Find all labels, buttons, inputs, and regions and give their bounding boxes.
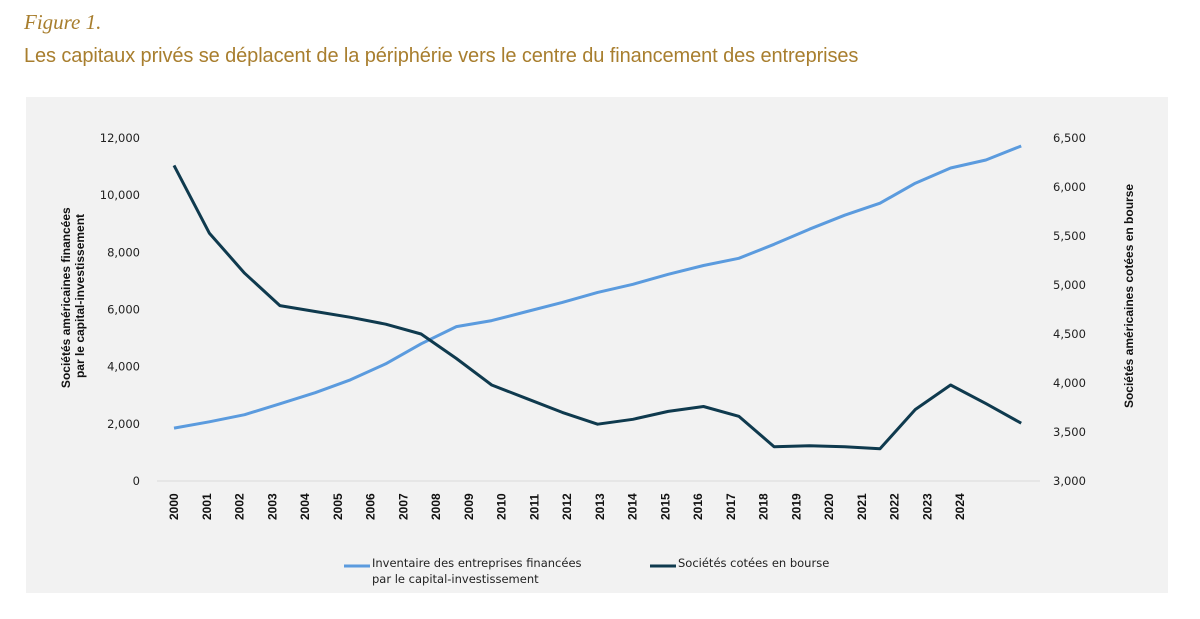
right-tick-label: 4,500 bbox=[1053, 327, 1086, 341]
legend-label-pe-line2: par le capital-investissement bbox=[372, 572, 539, 586]
left-tick-label: 0 bbox=[133, 474, 140, 488]
x-tick-label: 2014 bbox=[626, 493, 640, 520]
right-tick-label: 3,000 bbox=[1053, 474, 1086, 488]
x-tick-label: 2011 bbox=[527, 494, 541, 520]
x-tick-label: 2009 bbox=[462, 493, 476, 520]
x-tick-label: 2024 bbox=[953, 493, 967, 520]
x-tick-label: 2013 bbox=[593, 493, 607, 520]
legend: Inventaire des entreprises financées par… bbox=[344, 556, 829, 586]
left-tick-label: 2,000 bbox=[107, 417, 140, 431]
x-tick-label: 2020 bbox=[822, 493, 836, 520]
left-axis-title-line1: Sociétés américaines financées bbox=[59, 207, 73, 388]
left-tick-label: 10,000 bbox=[100, 188, 140, 202]
figure-title: Les capitaux privés se déplacent de la p… bbox=[24, 45, 859, 67]
x-tick-label: 2001 bbox=[200, 493, 214, 520]
x-tick-label: 2008 bbox=[429, 493, 443, 520]
x-tick-label: 2004 bbox=[298, 493, 312, 520]
right-tick-label: 4,000 bbox=[1053, 376, 1086, 390]
x-tick-label: 2010 bbox=[495, 493, 509, 520]
series-line-private-equity bbox=[173, 144, 1022, 430]
legend-label-public: Sociétés cotées en bourse bbox=[678, 556, 829, 570]
x-tick-label: 2012 bbox=[560, 493, 574, 520]
right-tick-label: 5,000 bbox=[1053, 278, 1086, 292]
right-tick-label: 3,500 bbox=[1053, 425, 1086, 439]
x-tick-label: 2021 bbox=[855, 493, 869, 520]
left-tick-label: 4,000 bbox=[107, 360, 140, 374]
right-axis-ticks: 3,000 3,500 4,000 4,500 5,000 5,500 6,000 6,500 bbox=[1053, 131, 1086, 488]
x-tick-label: 2023 bbox=[920, 493, 934, 520]
left-axis-title: Sociétés américaines financées par le ca… bbox=[59, 204, 87, 388]
x-tick-label: 2019 bbox=[789, 493, 803, 520]
x-tick-label: 2003 bbox=[265, 493, 279, 520]
x-tick-label: 2022 bbox=[888, 493, 902, 520]
legend-label-pe-line1: Inventaire des entreprises financées bbox=[372, 556, 582, 570]
x-tick-label: 2000 bbox=[167, 493, 181, 520]
chart-panel bbox=[26, 97, 1168, 593]
left-axis-ticks: 0 2,000 4,000 6,000 8,000 10,000 12,000 bbox=[100, 131, 140, 488]
x-tick-label: 2016 bbox=[691, 493, 705, 520]
x-tick-label: 2018 bbox=[757, 493, 771, 520]
x-tick-label: 2002 bbox=[233, 493, 247, 520]
right-tick-label: 6,500 bbox=[1053, 131, 1086, 145]
x-tick-label: 2017 bbox=[724, 493, 738, 520]
left-tick-label: 12,000 bbox=[100, 131, 140, 145]
series-lines bbox=[172, 144, 1022, 451]
left-tick-label: 8,000 bbox=[107, 245, 140, 259]
x-axis-ticks: 2000 2001 2002 2003 2004 2005 2006 2007 2008 2009… bbox=[167, 493, 967, 520]
left-axis-title-line2: par le capital-investissement bbox=[73, 214, 87, 378]
x-tick-label: 2015 bbox=[658, 493, 672, 520]
x-tick-label: 2007 bbox=[396, 493, 410, 520]
figure-label: Figure 1. bbox=[24, 10, 102, 34]
series-line-public-companies bbox=[172, 164, 1022, 451]
x-tick-label: 2005 bbox=[331, 493, 345, 520]
right-tick-label: 5,500 bbox=[1053, 229, 1086, 243]
x-tick-label: 2006 bbox=[364, 493, 378, 520]
legend-label-pe: Inventaire des entreprises financées par… bbox=[372, 556, 585, 586]
right-tick-label: 6,000 bbox=[1053, 180, 1086, 194]
left-tick-label: 6,000 bbox=[107, 303, 140, 317]
right-axis-title: Sociétés américaines cotées en bourse bbox=[1122, 184, 1136, 408]
